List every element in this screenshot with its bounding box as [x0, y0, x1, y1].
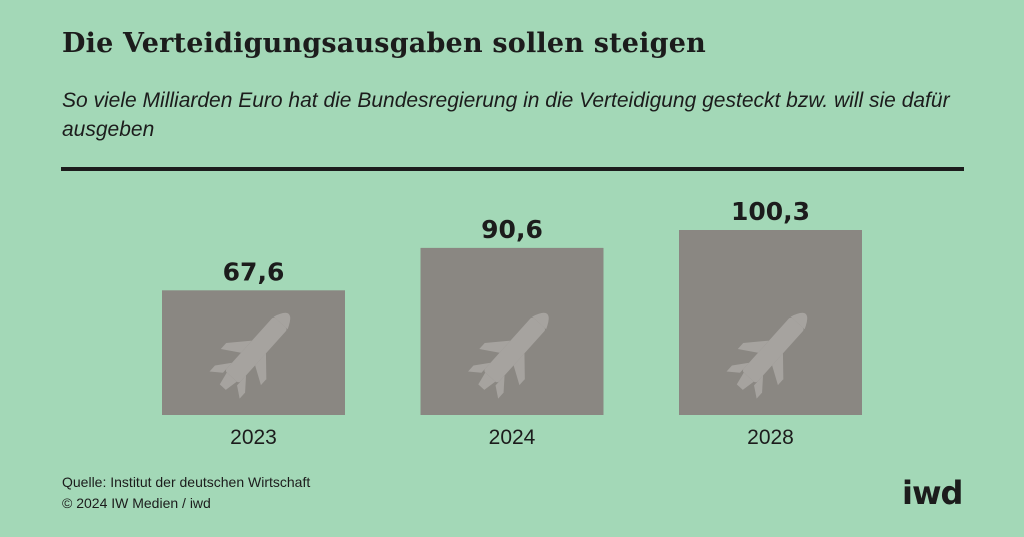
iwd-logo: iwd — [902, 474, 963, 512]
bar-2024 — [420, 247, 604, 415]
chart-subtitle: So viele Milliarden Euro hat die Bundesr… — [62, 89, 950, 141]
value-label: 90,6 — [481, 215, 543, 244]
chart-title: Die Verteidigungsausgaben sollen steigen — [62, 28, 706, 59]
category-label: 2028 — [747, 426, 794, 449]
category-label: 2023 — [230, 426, 277, 449]
bar-chart: 67,6 2023 90,6 2024 100,3 2028 — [162, 197, 862, 449]
value-label: 67,6 — [223, 257, 285, 286]
source-block: Quelle: Institut der deutschen Wirtschaf… — [62, 472, 310, 514]
copyright-text: © 2024 IW Medien / iwd — [62, 495, 211, 511]
bar-2028 — [679, 230, 862, 415]
category-label: 2024 — [489, 426, 536, 449]
value-label: 100,3 — [731, 197, 810, 226]
title-divider — [61, 167, 964, 171]
source-text: Quelle: Institut der deutschen Wirtschaf… — [62, 474, 311, 490]
